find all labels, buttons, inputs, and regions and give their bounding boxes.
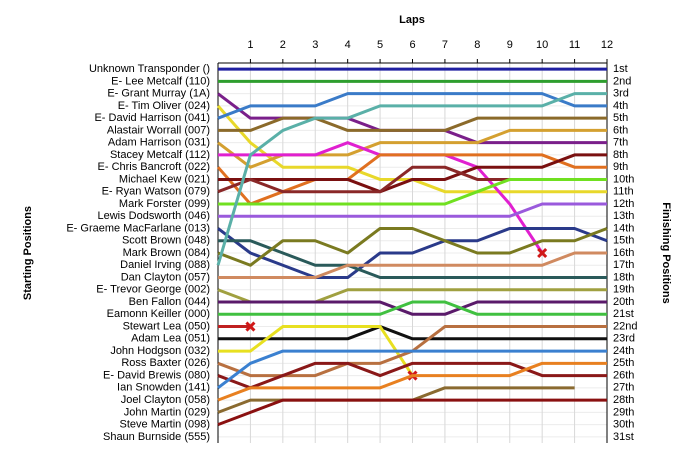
y2-tick-label: 3rd <box>613 88 629 100</box>
series-label: Joel Clayton (058) <box>121 394 210 406</box>
series-line <box>218 177 607 206</box>
y2-tick-label: 23rd <box>613 333 635 345</box>
series-label: E- David Brewis (080) <box>103 369 210 381</box>
y2-tick-label: 7th <box>613 137 628 149</box>
series-label: Lewis Dodsworth (046) <box>98 210 211 222</box>
x-tick-label: 12 <box>601 39 613 51</box>
x-tick-label: 11 <box>569 39 580 51</box>
series-label: E- David Harrison (041) <box>94 112 210 124</box>
y2-tick-label: 1st <box>613 63 628 75</box>
series-label: Scott Brown (048) <box>122 235 210 247</box>
y2-tick-label: 18th <box>613 271 634 283</box>
series-label: Adam Harrison (031) <box>108 137 210 149</box>
series-label: Eamonn Keiller (000) <box>107 308 210 320</box>
series-label: E- Trevor George (002) <box>96 284 210 296</box>
x-tick-label: 7 <box>442 39 448 51</box>
series-line <box>218 116 607 132</box>
series-label: E- Chris Bancroft (022) <box>98 161 210 173</box>
series-label: Ben Fallon (044) <box>129 296 210 308</box>
series-line <box>216 92 607 266</box>
series-label: Steve Martin (098) <box>120 419 210 431</box>
y2-tick-label: 13th <box>613 210 634 222</box>
y2-tick-label: 26th <box>613 369 634 381</box>
series-label: Dan Clayton (057) <box>121 271 210 283</box>
series-line <box>218 325 414 377</box>
series-line <box>217 226 608 267</box>
series-label: Mark Forster (099) <box>119 198 210 210</box>
series-label: Mark Brown (084) <box>123 247 210 259</box>
y2-tick-label: 11th <box>613 186 634 198</box>
series-label: Adam Lea (051) <box>131 333 210 345</box>
x-tick-label: 10 <box>536 39 548 51</box>
series-label: Stacey Metcalf (112) <box>110 149 210 161</box>
y2-tick-label: 20th <box>613 296 634 308</box>
series-label: Alastair Worrall (007) <box>107 124 210 136</box>
series-line <box>218 153 607 194</box>
series-line <box>218 251 607 280</box>
series-line <box>218 239 607 280</box>
series-line <box>217 398 607 427</box>
series-line <box>217 226 608 280</box>
series-label: Stewart Lea (050) <box>123 320 210 332</box>
y2-tick-label: 6th <box>613 124 628 136</box>
y2-tick-label: 5th <box>613 112 628 124</box>
series-label: E- Ryan Watson (079) <box>102 186 210 198</box>
series-label: E- Tim Oliver (024) <box>118 100 210 112</box>
x-tick-label: 8 <box>474 39 480 51</box>
y2-tick-label: 24th <box>613 345 634 357</box>
x-tick-label: 1 <box>247 39 253 51</box>
series-line <box>217 349 607 390</box>
series-label: Ross Baxter (026) <box>121 357 210 369</box>
series-label: Ian Snowden (141) <box>117 382 210 394</box>
y2-axis-label: Finishing Positions <box>660 202 672 303</box>
y2-tick-label: 27th <box>613 382 634 394</box>
series-label: Daniel Irving (088) <box>120 259 210 271</box>
retired-marker <box>245 321 256 332</box>
y2-tick-label: 2nd <box>613 75 631 87</box>
x-axis-label: Laps <box>399 14 425 26</box>
y2-tick-label: 30th <box>613 419 634 431</box>
y-axis-label: Starting Positions <box>22 206 34 300</box>
series-label: E- Graeme MacFarlane (013) <box>66 222 210 234</box>
x-tick-label: 6 <box>409 39 415 51</box>
series-label: E- Grant Murray (1A) <box>107 88 210 100</box>
y2-tick-label: 12th <box>613 198 634 210</box>
x-tick-label: 5 <box>377 39 383 51</box>
y2-tick-label: 15th <box>613 235 634 247</box>
series-label: Unknown Transponder () <box>89 63 210 75</box>
series-line <box>217 361 607 390</box>
y2-tick-label: 22nd <box>613 320 637 332</box>
x-tick-label: 3 <box>312 39 318 51</box>
series-line <box>218 300 607 316</box>
series-label: Shaun Burnside (555) <box>103 431 210 443</box>
series-line <box>217 361 607 402</box>
y2-tick-label: 31st <box>613 431 634 443</box>
y2-tick-label: 28th <box>613 394 634 406</box>
y2-tick-label: 17th <box>613 259 634 271</box>
series-line <box>218 325 607 341</box>
y2-tick-label: 25th <box>613 357 634 369</box>
y2-tick-label: 16th <box>613 247 634 259</box>
series-label: E- Lee Metcalf (110) <box>111 75 210 87</box>
y2-tick-label: 9th <box>613 161 628 173</box>
y2-tick-label: 8th <box>613 149 628 161</box>
series-label: John Hodgson (032) <box>110 345 210 357</box>
retired-marker <box>537 247 548 259</box>
y2-tick-label: 10th <box>613 173 634 185</box>
y2-tick-label: 4th <box>613 100 628 112</box>
y2-tick-label: 29th <box>613 406 634 418</box>
y2-tick-label: 19th <box>613 284 634 296</box>
series-line <box>217 92 607 120</box>
series-label: John Martin (029) <box>124 406 210 418</box>
y2-tick-label: 21st <box>613 308 634 320</box>
series-label: Michael Kew (021) <box>119 173 210 185</box>
series-line <box>218 202 607 218</box>
y2-tick-label: 14th <box>613 222 634 234</box>
series-line <box>218 300 607 316</box>
x-tick-label: 4 <box>345 39 351 51</box>
x-tick-label: 9 <box>507 39 513 51</box>
x-tick-label: 2 <box>280 39 286 51</box>
